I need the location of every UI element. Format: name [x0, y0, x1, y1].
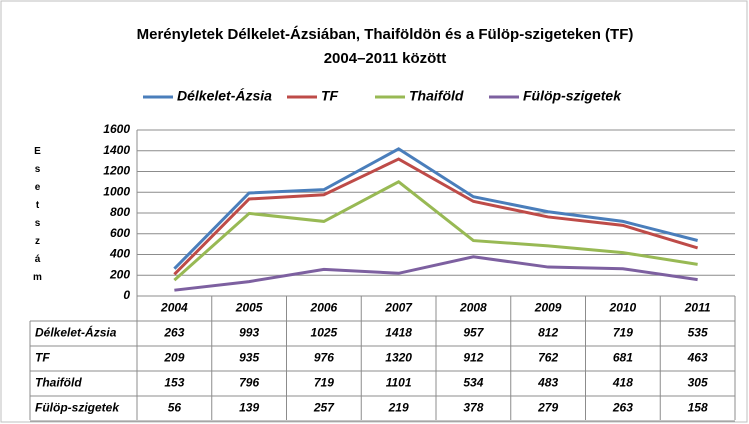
chart-title: 2004–2011 között	[324, 50, 447, 67]
table-cell: 463	[687, 351, 708, 365]
y-tick-label: 1000	[103, 184, 130, 198]
table-cell: 263	[163, 326, 184, 340]
table-cell: 993	[239, 326, 259, 340]
table-cell: 378	[463, 401, 483, 415]
table-cell: 209	[163, 351, 184, 365]
y-tick-label: 200	[109, 267, 130, 281]
table-cell: 719	[314, 376, 334, 390]
y-tick-label: 0	[123, 288, 130, 302]
table-cell: 418	[612, 376, 633, 390]
table-cell: 535	[688, 326, 708, 340]
series-line	[173, 179, 698, 282]
x-tick-label: 2011	[684, 301, 711, 315]
table-cell: 534	[463, 376, 483, 390]
legend-label: Thaiföld	[409, 88, 464, 104]
legend-label: TF	[321, 88, 339, 104]
table-cell: 935	[239, 351, 259, 365]
table-cell: 812	[538, 326, 558, 340]
table-cell: 219	[388, 401, 409, 415]
legend-label: Fülöp-szigetek	[523, 88, 622, 104]
legend-label: Délkelet-Ázsia	[177, 88, 272, 104]
x-tick-label: 2007	[384, 301, 413, 315]
table-cell: 1025	[311, 326, 338, 340]
table-row-header: TF	[35, 351, 50, 365]
y-tick-label: 1400	[103, 143, 130, 157]
table-cell: 263	[612, 401, 633, 415]
table-cell: 56	[168, 401, 182, 415]
y-tick-label: 600	[110, 226, 130, 240]
x-tick-label: 2006	[310, 301, 338, 315]
x-tick-label: 2008	[459, 301, 487, 315]
table-cell: 1101	[386, 376, 412, 390]
x-tick-label: 2005	[235, 301, 263, 315]
x-tick-label: 2010	[609, 301, 637, 315]
table-cell: 1320	[385, 351, 412, 365]
table-cell: 1418	[385, 326, 412, 340]
x-tick-label: 2004	[160, 301, 188, 315]
table-cell: 957	[463, 326, 484, 340]
series-line	[174, 255, 698, 292]
chart-title: Merényletek Délkelet-Ázsiában, Thaiföldö…	[137, 26, 634, 43]
y-tick-label: 800	[110, 205, 130, 219]
series-line	[173, 157, 699, 276]
table-row-header: Fülöp-szigetek	[35, 401, 120, 415]
table-cell: 976	[314, 351, 334, 365]
table-row-header: Délkelet-Ázsia	[35, 325, 117, 340]
table-row-header: Thaiföld	[35, 376, 82, 390]
table-cell: 257	[313, 401, 335, 415]
table-cell: 483	[537, 376, 558, 390]
table-cell: 796	[239, 376, 259, 390]
table-cell: 279	[537, 401, 558, 415]
table-cell: 719	[613, 326, 633, 340]
y-tick-label: 1200	[103, 164, 130, 178]
table-cell: 912	[463, 351, 483, 365]
y-tick-label: 400	[109, 247, 130, 261]
table-cell: 153	[164, 376, 184, 390]
table-cell: 762	[538, 351, 558, 365]
table-cell: 681	[613, 351, 633, 365]
series-line	[173, 147, 698, 270]
table-cell: 139	[239, 401, 259, 415]
x-tick-label: 2009	[534, 301, 562, 315]
table-cell: 158	[688, 401, 708, 415]
table-cell: 305	[688, 376, 708, 390]
y-tick-label: 1600	[103, 122, 130, 136]
y-axis-label: Esetszám	[32, 146, 43, 290]
